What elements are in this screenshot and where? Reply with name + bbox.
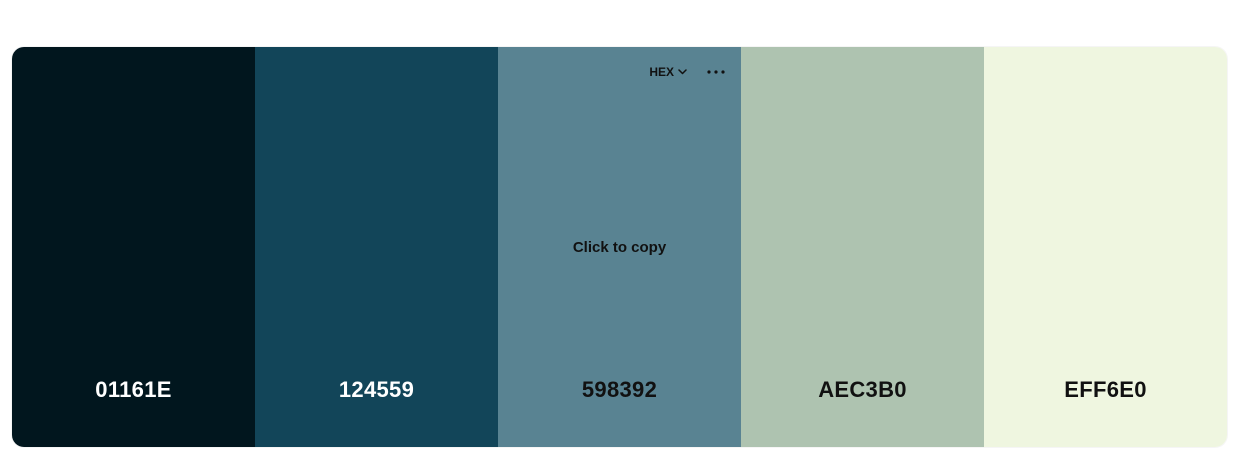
color-format-dropdown[interactable]: HEX [649, 65, 687, 79]
color-swatch-3[interactable]: HEX Click to copy 598392 [498, 47, 741, 447]
hex-code-label[interactable]: 124559 [338, 377, 415, 402]
color-swatch-4[interactable]: AEC3B0 [741, 47, 984, 447]
color-format-label: HEX [649, 65, 674, 79]
color-swatch-5[interactable]: EFF6E0 [984, 47, 1227, 447]
hex-code-label[interactable]: AEC3B0 [818, 377, 907, 402]
color-palette: 01161E 124559 HEX Click to copy 598392 [12, 47, 1227, 447]
click-to-copy-hint: Click to copy [572, 239, 667, 256]
chevron-down-icon [678, 69, 687, 75]
swatch-toolbar: HEX [649, 64, 727, 80]
more-options-button[interactable] [705, 64, 727, 80]
hex-code-label[interactable]: EFF6E0 [1064, 377, 1147, 402]
more-horizontal-icon [707, 70, 725, 74]
color-swatch-2[interactable]: 124559 [255, 47, 498, 447]
color-swatch-1[interactable]: 01161E [12, 47, 255, 447]
hex-code-label[interactable]: 01161E [95, 377, 172, 402]
hex-code-label[interactable]: 598392 [581, 377, 658, 402]
